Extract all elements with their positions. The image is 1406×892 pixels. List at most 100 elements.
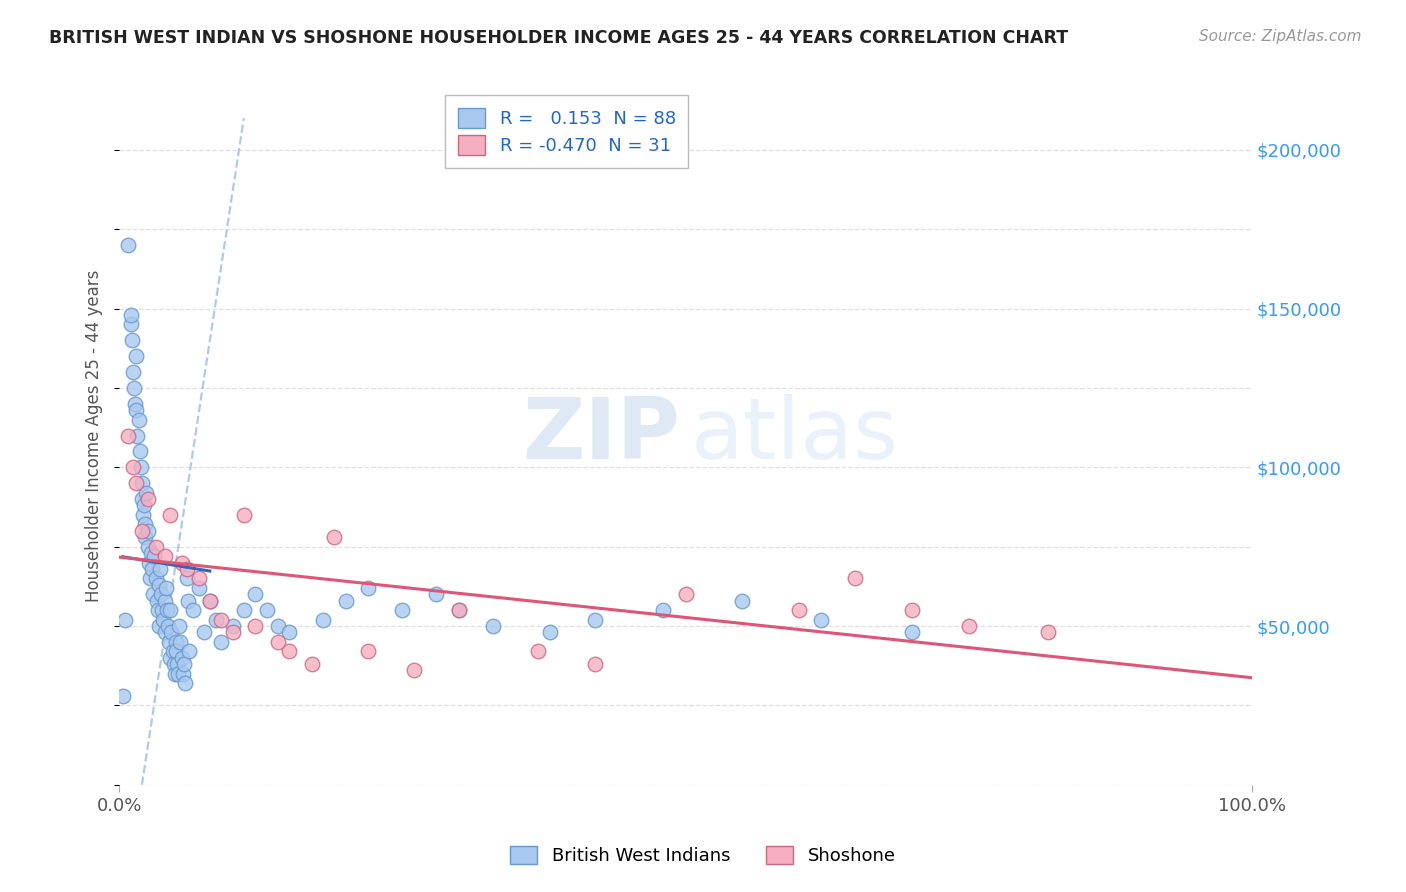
Text: ZIP: ZIP: [522, 394, 681, 477]
Point: [128, 444, 150, 458]
Point: [170, 650, 193, 665]
Point: [134, 499, 156, 513]
Point: [121, 460, 143, 475]
Point: [114, 613, 136, 627]
Point: [312, 613, 335, 627]
Point: [153, 593, 176, 607]
Point: [159, 650, 181, 665]
Point: [136, 524, 159, 538]
Point: [122, 381, 145, 395]
Point: [143, 549, 166, 564]
Point: [148, 619, 170, 633]
Point: [482, 619, 505, 633]
Point: [156, 619, 179, 633]
Point: [125, 349, 148, 363]
Point: [129, 460, 152, 475]
Point: [391, 603, 413, 617]
Point: [425, 587, 447, 601]
Point: [159, 603, 181, 617]
Point: [136, 540, 159, 554]
Point: [125, 476, 148, 491]
Point: [145, 593, 167, 607]
Point: [131, 476, 153, 491]
Legend: British West Indians, Shoshone: British West Indians, Shoshone: [501, 837, 905, 874]
Point: [243, 587, 266, 601]
Point: [198, 593, 221, 607]
Point: [160, 625, 183, 640]
Point: [583, 657, 606, 672]
Point: [278, 625, 301, 640]
Point: [335, 593, 357, 607]
Point: [221, 619, 243, 633]
Point: [170, 556, 193, 570]
Point: [187, 581, 209, 595]
Point: [209, 635, 232, 649]
Point: [162, 657, 184, 672]
Point: [136, 491, 159, 506]
Point: [128, 412, 150, 426]
Point: [301, 657, 323, 672]
Point: [138, 556, 160, 570]
Point: [402, 664, 425, 678]
Point: [153, 549, 176, 564]
Point: [583, 613, 606, 627]
Point: [187, 571, 209, 585]
Point: [901, 603, 924, 617]
Point: [278, 644, 301, 658]
Point: [121, 365, 143, 379]
Point: [125, 403, 148, 417]
Point: [169, 635, 191, 649]
Point: [267, 635, 290, 649]
Point: [127, 428, 149, 442]
Point: [169, 619, 191, 633]
Point: [163, 666, 186, 681]
Y-axis label: Householder Income Ages 25 - 44 years: Householder Income Ages 25 - 44 years: [86, 269, 103, 602]
Point: [267, 619, 290, 633]
Point: [176, 562, 198, 576]
Point: [167, 666, 190, 681]
Point: [139, 546, 162, 560]
Point: [145, 540, 167, 554]
Point: [810, 613, 832, 627]
Point: [323, 530, 346, 544]
Point: [165, 635, 187, 649]
Point: [1036, 625, 1059, 640]
Point: [135, 485, 157, 500]
Point: [156, 603, 179, 617]
Point: [166, 657, 188, 672]
Point: [221, 625, 243, 640]
Point: [131, 491, 153, 506]
Point: [165, 644, 187, 658]
Point: [111, 689, 134, 703]
Point: [198, 593, 221, 607]
Point: [152, 613, 174, 627]
Point: [527, 644, 550, 658]
Point: [256, 603, 278, 617]
Point: [538, 625, 561, 640]
Point: [148, 578, 170, 592]
Point: [204, 613, 226, 627]
Point: [179, 644, 201, 658]
Point: [142, 587, 165, 601]
Text: Source: ZipAtlas.com: Source: ZipAtlas.com: [1198, 29, 1361, 44]
Point: [121, 334, 143, 348]
Point: [172, 666, 194, 681]
Point: [357, 644, 380, 658]
Point: [120, 308, 142, 322]
Point: [177, 593, 200, 607]
Text: atlas: atlas: [692, 394, 900, 477]
Point: [787, 603, 810, 617]
Point: [731, 593, 754, 607]
Point: [162, 644, 184, 658]
Point: [844, 571, 866, 585]
Text: BRITISH WEST INDIAN VS SHOSHONE HOUSEHOLDER INCOME AGES 25 - 44 YEARS CORRELATIO: BRITISH WEST INDIAN VS SHOSHONE HOUSEHOL…: [49, 29, 1069, 46]
Point: [174, 676, 197, 690]
Point: [675, 587, 697, 601]
Point: [124, 397, 146, 411]
Point: [447, 603, 470, 617]
Point: [132, 508, 155, 522]
Point: [232, 603, 254, 617]
Point: [176, 571, 198, 585]
Point: [957, 619, 980, 633]
Point: [139, 571, 162, 585]
